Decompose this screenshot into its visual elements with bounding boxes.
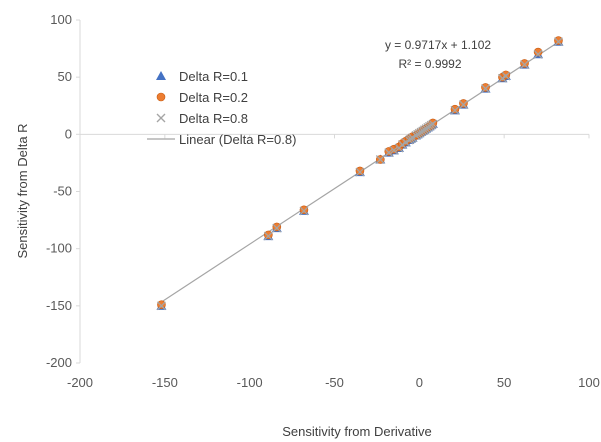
legend-marker-icon <box>156 92 166 102</box>
x-tick-label: -100 <box>237 375 263 390</box>
data-point <box>355 166 365 176</box>
data-point <box>263 231 273 241</box>
data-point <box>272 222 282 232</box>
data-point <box>299 206 309 216</box>
y-axis-label: Sensitivity from Delta R <box>15 123 30 258</box>
data-point <box>533 47 543 57</box>
legend-item: Delta R=0.1 <box>156 69 248 84</box>
legend: Delta R=0.1 Delta R=0.2 Delta R=0.8 Linear … <box>147 69 296 147</box>
data-point <box>389 145 399 155</box>
legend-label: Delta R=0.8 <box>179 111 248 126</box>
data-point <box>428 119 438 129</box>
data-point <box>501 71 511 81</box>
trendline-r-squared: R² = 0.9992 <box>398 57 461 71</box>
data-point <box>450 105 460 115</box>
legend-item: Delta R=0.2 <box>156 90 248 105</box>
data-point <box>481 84 490 94</box>
y-tick-label: -100 <box>46 241 72 256</box>
y-tick-label: -150 <box>46 298 72 313</box>
data-point <box>272 223 282 233</box>
data-point <box>156 301 166 311</box>
data-point <box>520 60 529 70</box>
legend-label: Delta R=0.1 <box>179 69 248 84</box>
data-points-layer <box>156 36 564 311</box>
data-point <box>384 148 394 158</box>
data-point <box>375 155 385 164</box>
x-tick-label: 0 <box>416 375 423 390</box>
y-tick-label: 100 <box>50 12 72 27</box>
legend-marker-icon <box>156 113 166 123</box>
series-3 <box>156 37 563 311</box>
legend-label: Delta R=0.2 <box>179 90 248 105</box>
x-tick-label: -200 <box>67 375 93 390</box>
x-tick-label: -50 <box>325 375 344 390</box>
y-tick-label: 50 <box>58 69 72 84</box>
x-tick-label: -150 <box>152 375 178 390</box>
legend-marker-icon <box>156 71 166 80</box>
x-axis-label: Sensitivity from Derivative <box>282 424 432 439</box>
data-point <box>157 300 166 309</box>
data-point <box>355 167 365 177</box>
legend-item: Delta R=0.8 <box>156 111 248 126</box>
data-point <box>554 37 563 47</box>
data-point <box>299 205 309 215</box>
data-point <box>554 36 563 45</box>
data-point <box>459 99 468 108</box>
legend-item: Linear (Delta R=0.8) <box>147 132 296 147</box>
y-tick-label: -50 <box>53 184 72 199</box>
y-tick-label: -200 <box>46 355 72 370</box>
data-point <box>264 230 273 240</box>
y-tick-label: 0 <box>65 126 72 141</box>
axes-layer: -200 -150 -100 -50 0 50 100 -200 -150 -100 -50 0 50 1… <box>46 12 600 390</box>
data-point <box>520 59 529 68</box>
data-point <box>533 49 543 59</box>
legend-label: Linear (Delta R=0.8) <box>179 132 296 147</box>
trendline-equation: y = 0.9717x + 1.102 <box>385 38 491 52</box>
x-tick-label: 50 <box>497 375 511 390</box>
data-point <box>450 104 460 114</box>
data-point <box>481 83 490 92</box>
data-point <box>458 100 468 110</box>
x-tick-label: 100 <box>578 375 600 390</box>
